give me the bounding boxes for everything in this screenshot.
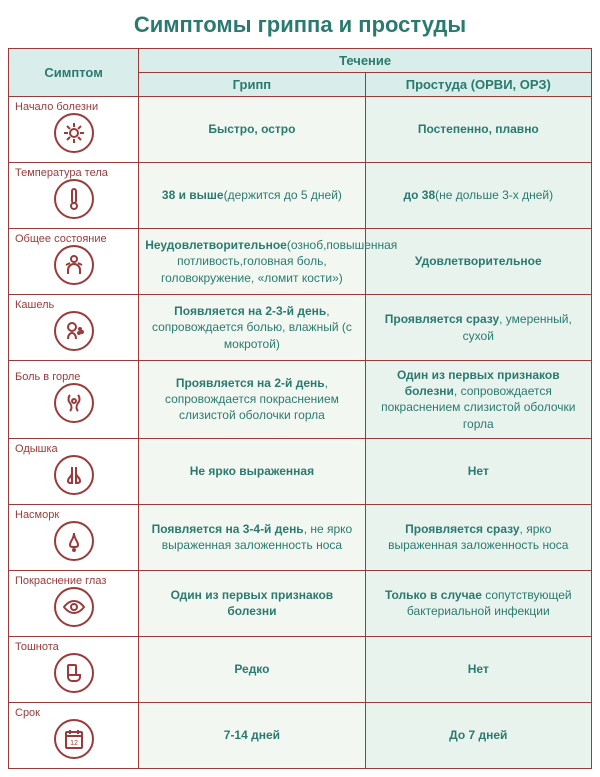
throat-icon: [54, 383, 94, 423]
nose-icon: [54, 521, 94, 561]
symptom-cell: Начало болезни: [9, 97, 139, 163]
symptom-cell: Тошнота: [9, 636, 139, 702]
cold-cell: Проявляется сразу, ярко выраженная залож…: [365, 504, 591, 570]
symptom-cell: Насморк: [9, 504, 139, 570]
symptoms-table: Симптом Течение Грипп Простуда (ОРВИ, ОР…: [8, 48, 592, 769]
cough-icon: [54, 311, 94, 351]
flu-cell: Редко: [139, 636, 365, 702]
lungs-icon: [54, 455, 94, 495]
cold-cell: Нет: [365, 636, 591, 702]
cold-cell: до 38(не дольше 3-х дней): [365, 163, 591, 229]
symptom-cell: Кашель: [9, 295, 139, 361]
flu-cell: Один из первых признаков болезни: [139, 570, 365, 636]
flu-cell: 38 и выше(держится до 5 дней): [139, 163, 365, 229]
svg-text:12: 12: [70, 740, 78, 747]
cold-cell: Только в случае сопутствующей бактериаль…: [365, 570, 591, 636]
calendar-icon: 12: [54, 719, 94, 759]
flu-cell: Не ярко выраженная: [139, 438, 365, 504]
header-cold: Простуда (ОРВИ, ОРЗ): [365, 73, 591, 97]
flu-cell: Появляется на 3-4-й день, не ярко выраже…: [139, 504, 365, 570]
cold-cell: Удовлетворительное: [365, 229, 591, 295]
person-icon: [54, 245, 94, 285]
cold-cell: Постепенно, плавно: [365, 97, 591, 163]
cold-cell: Один из первых признаков болезни, сопров…: [365, 361, 591, 439]
flu-cell: Неудовлетворительное(озноб,повышенная по…: [139, 229, 365, 295]
header-flu: Грипп: [139, 73, 365, 97]
symptom-cell: Покраснение глаз: [9, 570, 139, 636]
header-symptom: Симптом: [9, 49, 139, 97]
cold-cell: Проявляется сразу, умеренный, сухой: [365, 295, 591, 361]
flu-cell: Появляется на 2-3-й день, сопровождается…: [139, 295, 365, 361]
virus-icon: [54, 113, 94, 153]
symptom-cell: Боль в горле: [9, 361, 139, 439]
symptom-cell: Срок12: [9, 702, 139, 768]
thermometer-icon: [54, 179, 94, 219]
symptom-cell: Общее состояние: [9, 229, 139, 295]
header-course: Течение: [139, 49, 592, 73]
symptom-cell: Одышка: [9, 438, 139, 504]
page-title: Симптомы гриппа и простуды: [8, 12, 592, 38]
cold-cell: Нет: [365, 438, 591, 504]
eye-icon: [54, 587, 94, 627]
cold-cell: До 7 дней: [365, 702, 591, 768]
toilet-icon: [54, 653, 94, 693]
flu-cell: 7-14 дней: [139, 702, 365, 768]
flu-cell: Проявляется на 2-й день, сопровождается …: [139, 361, 365, 439]
symptom-cell: Температура тела: [9, 163, 139, 229]
flu-cell: Быстро, остро: [139, 97, 365, 163]
